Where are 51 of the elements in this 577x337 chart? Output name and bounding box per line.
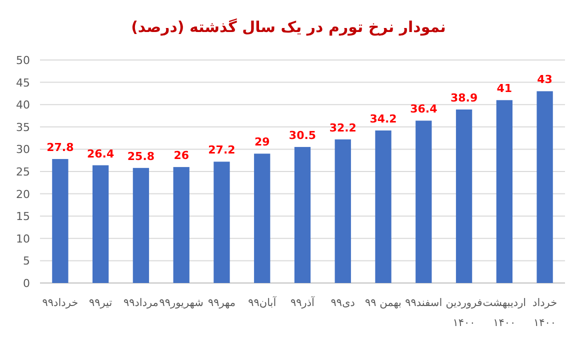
x-tick-label: مرداد۹۹ (123, 297, 158, 309)
bar (52, 159, 68, 283)
x-tick-label: تیر۹۹ (88, 297, 112, 309)
y-tick-label: 5 (23, 254, 30, 268)
data-label: 34.2 (370, 112, 397, 126)
x-tick-label: خرداد۹۹ (42, 297, 78, 309)
data-label: 25.8 (127, 150, 155, 163)
x-tick-label: شهریور۹۹ (159, 297, 204, 309)
data-label: 41 (496, 82, 512, 96)
y-tick-label: 50 (16, 54, 30, 67)
bar (334, 139, 351, 283)
y-tick-label: 0 (23, 277, 30, 290)
x-tick-label: فروردین ۱۴۰۰ (446, 297, 482, 329)
y-tick-label: 35 (16, 120, 30, 134)
bar (375, 130, 392, 283)
data-label: 36.4 (410, 102, 438, 116)
bar (456, 110, 472, 283)
x-tick-label: دی۹۹ (330, 297, 356, 309)
data-label: 27.2 (208, 144, 236, 157)
x-tick-label: اسفند۹۹ (405, 297, 442, 309)
data-label: 26.4 (87, 147, 114, 160)
x-tick-label: بهمن ۹۹ (365, 297, 402, 309)
y-tick-label: 20 (16, 188, 30, 201)
bar (496, 100, 512, 283)
data-label: 26 (174, 149, 190, 162)
bar (92, 165, 109, 283)
y-tick-label: 40 (16, 98, 30, 112)
x-tick-label: آذر۹۹ (290, 296, 316, 309)
bar (536, 91, 553, 283)
data-label: 30.5 (288, 128, 316, 142)
x-tick-label: مهر۹۹ (208, 297, 236, 309)
y-tick-label: 10 (16, 232, 30, 246)
data-label: 32.2 (329, 121, 356, 134)
data-label: 38.9 (450, 92, 478, 105)
x-tick-label: آبان۹۹ (248, 296, 278, 309)
data-label: 43 (537, 73, 552, 86)
y-tick-label: 30 (16, 143, 30, 156)
bar (416, 120, 432, 283)
y-tick-label: 45 (16, 76, 30, 90)
bar (173, 167, 190, 283)
bar (214, 162, 230, 283)
data-label: 27.8 (46, 141, 74, 154)
y-tick-label: 25 (16, 166, 30, 178)
x-tick-label: اردیبهشت ۱۴۰۰ (482, 297, 526, 329)
x-tick-label: خرداد ۱۴۰۰ (532, 297, 558, 329)
bar (294, 146, 311, 283)
chart-title: نمودار نرخ تورم در یک سال گذشته (درصد) (131, 18, 446, 36)
data-label: 29 (254, 136, 270, 149)
y-tick-label: 15 (16, 210, 30, 224)
bar (254, 154, 270, 283)
bar (132, 168, 150, 283)
